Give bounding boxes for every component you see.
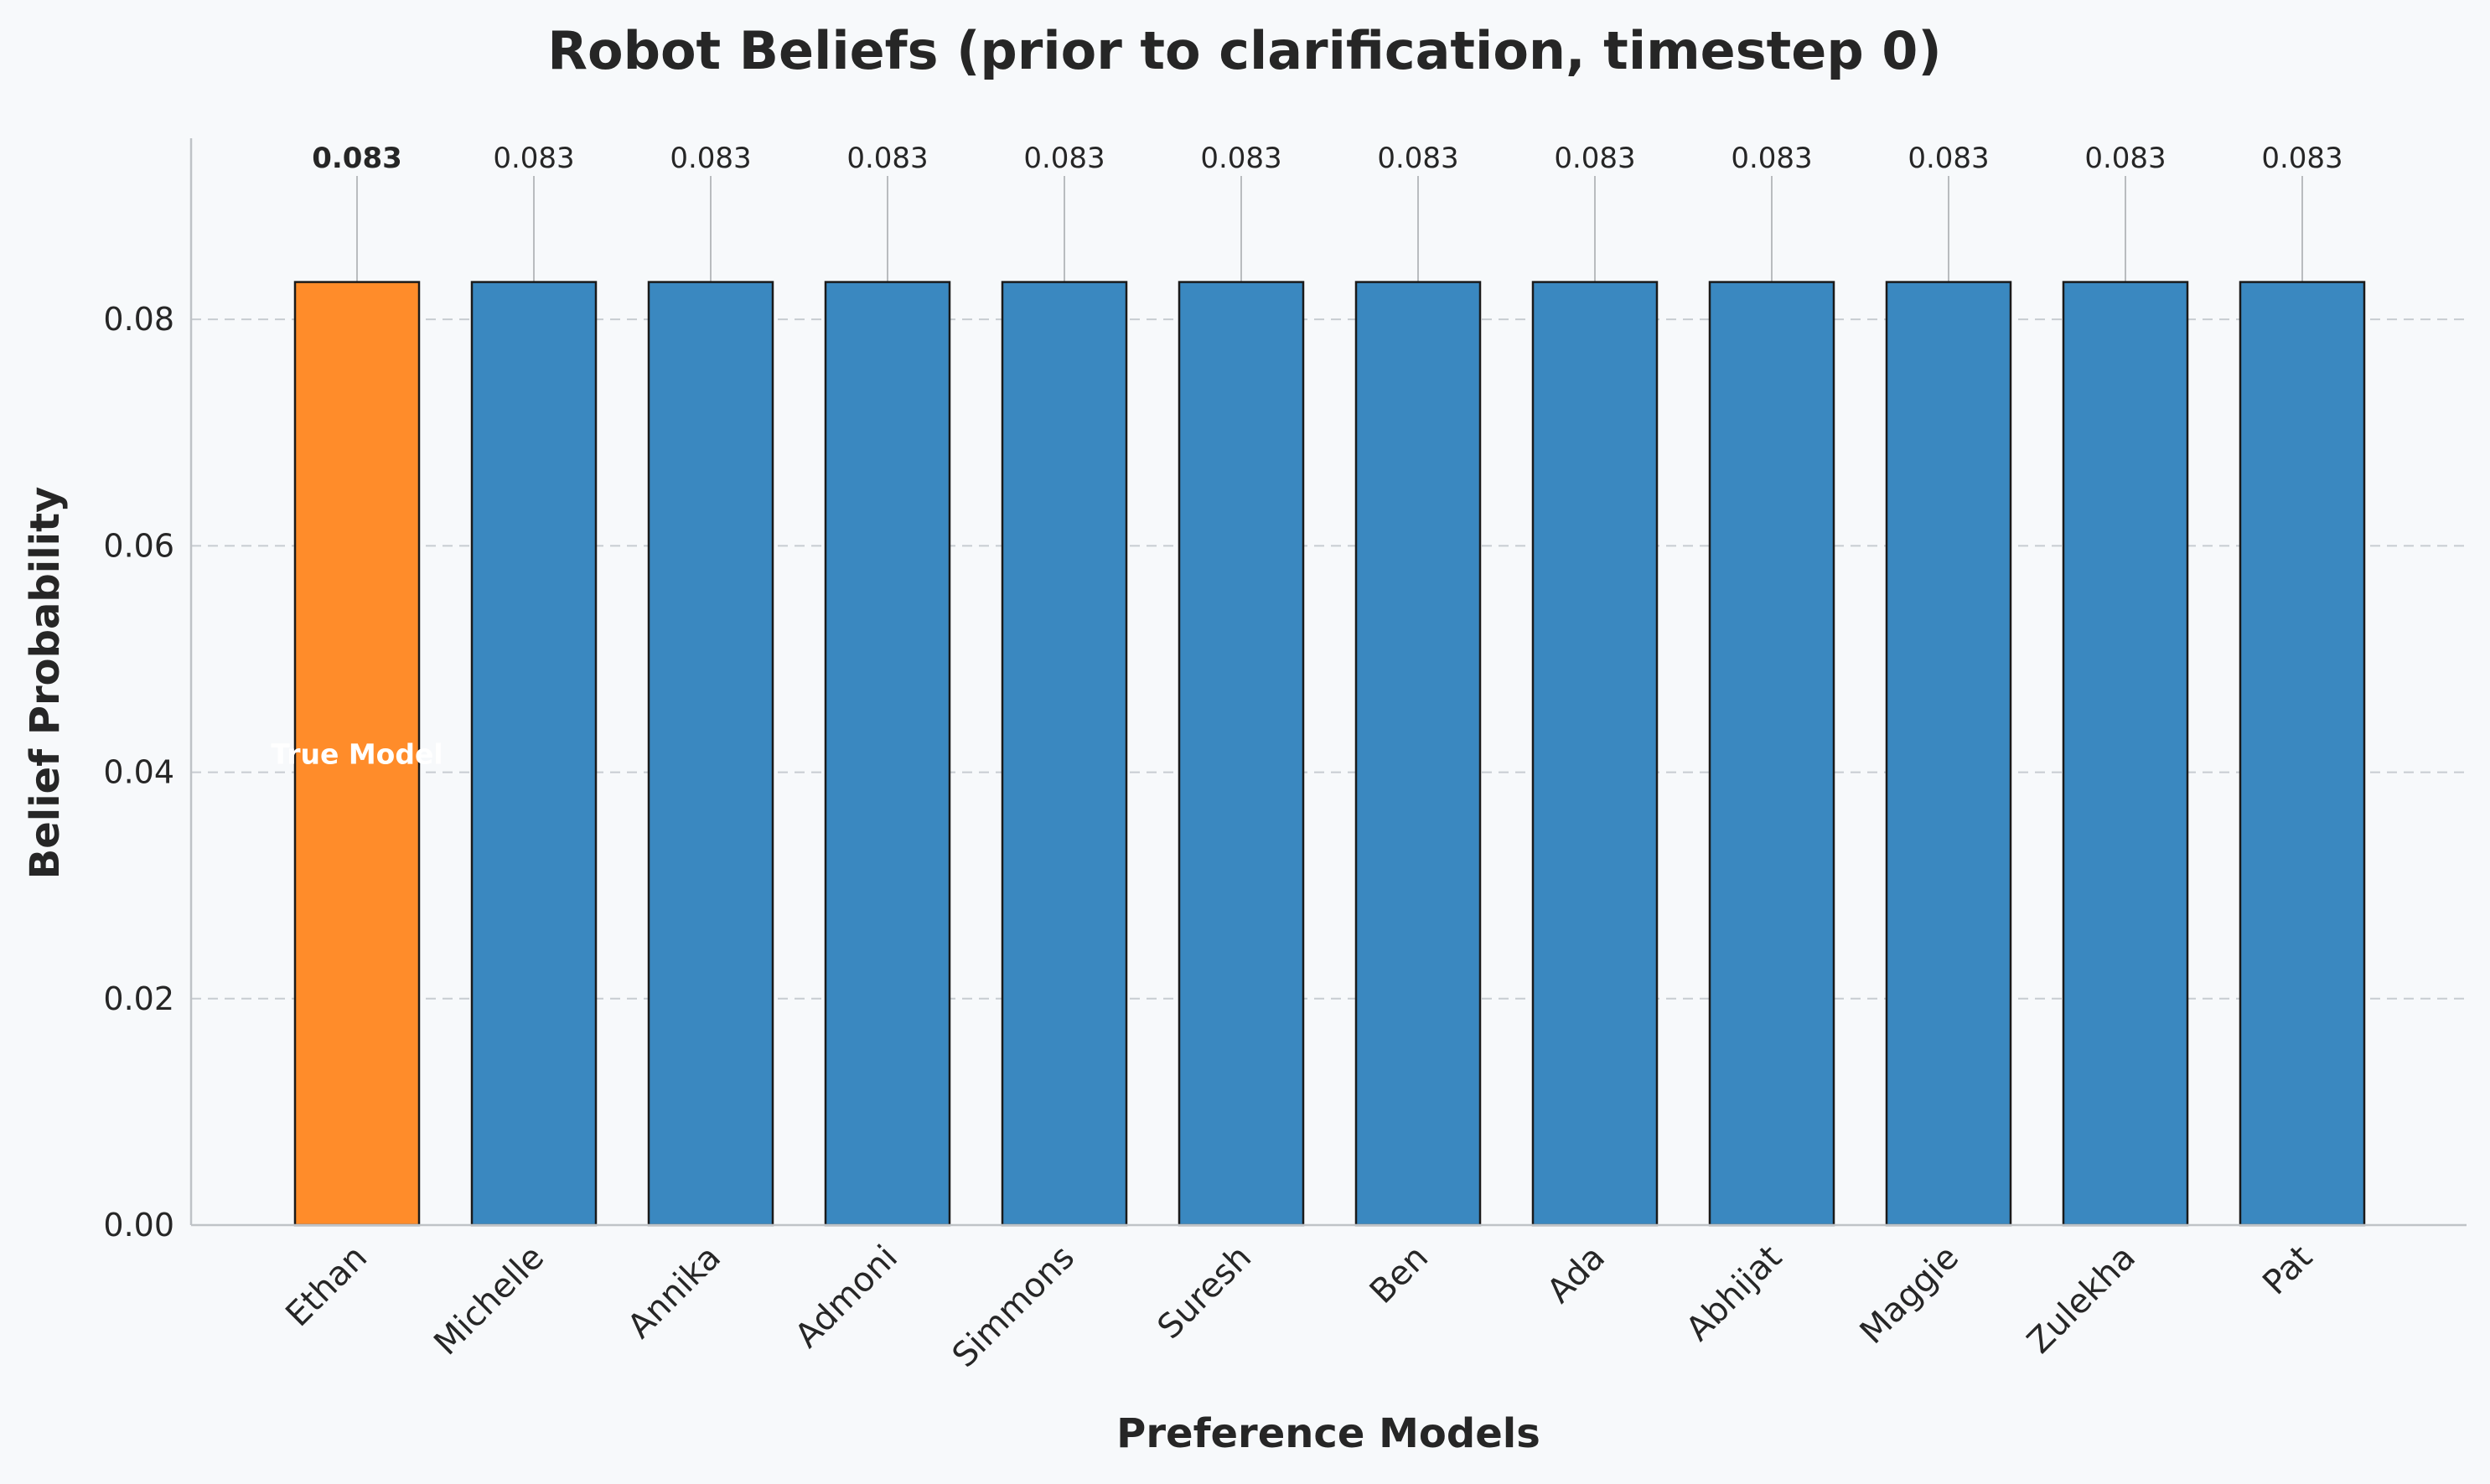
true-model-label: True Model [271,737,443,770]
y-tick-label: 0.00 [103,1207,174,1244]
y-tick-label: 0.04 [103,754,174,791]
value-label-maggie: 0.083 [1908,142,1989,175]
y-tick-label: 0.06 [103,527,174,564]
y-axis-label: Belief Probability [22,487,69,880]
value-label-pat: 0.083 [2261,142,2342,175]
x-tick-label: Ada [1540,1238,1613,1311]
x-tick-label: Maggie [1853,1238,1966,1352]
value-label-zulekha: 0.083 [2084,142,2166,175]
x-tick-label: Michelle [427,1238,551,1363]
bar-simmons [1001,281,1128,1227]
x-tick-label: Ben [1363,1238,1436,1311]
x-tick-label: Abhijat [1679,1238,1789,1349]
x-tick-label: Zulekha [2020,1238,2143,1362]
x-axis-label: Preference Models [1116,1410,1540,1457]
bar-pat [2239,281,2366,1227]
value-label-annika: 0.083 [670,142,751,175]
bars [293,281,2366,1227]
x-tick-label: Suresh [1151,1238,1259,1347]
y-tick-label: 0.08 [103,301,174,338]
y-tick-labels: 0.00 0.02 0.04 0.06 0.08 [103,301,174,1244]
bar-admoni [824,281,951,1227]
bar-maggie [1885,281,2012,1227]
x-tick-label: Admoni [788,1238,905,1356]
value-label-admoni: 0.083 [846,142,928,175]
x-tick-labels: Ethan Michelle Annika Admoni Simmons Suresh Be… [278,1238,2320,1375]
bar-michelle [470,281,598,1227]
bar-ada [1531,281,1659,1227]
bar-suresh [1178,281,1305,1227]
x-tick-label: Pat [2255,1238,2320,1303]
chart-title: Robot Beliefs (prior to clarification, t… [547,20,1942,81]
bar-annika [647,281,774,1227]
value-label-ada: 0.083 [1554,142,1635,175]
x-tick-label: Simmons [945,1238,1082,1375]
x-tick-label: Ethan [278,1238,375,1335]
y-tick-label: 0.02 [103,980,174,1017]
bar-abhijat [1708,281,1835,1227]
value-label-ethan: 0.083 [312,142,402,175]
bar-zulekha [2062,281,2189,1227]
bar-ben [1354,281,1482,1227]
value-label-ben: 0.083 [1377,142,1458,175]
x-tick-label: Annika [620,1238,728,1347]
value-label-abhijat: 0.083 [1731,142,1812,175]
value-label-simmons: 0.083 [1023,142,1105,175]
value-labels: 0.083 True Model 0.083 0.083 0.083 0.083 0.083… [271,142,2342,770]
value-label-suresh: 0.083 [1200,142,1281,175]
value-label-michelle: 0.083 [493,142,574,175]
